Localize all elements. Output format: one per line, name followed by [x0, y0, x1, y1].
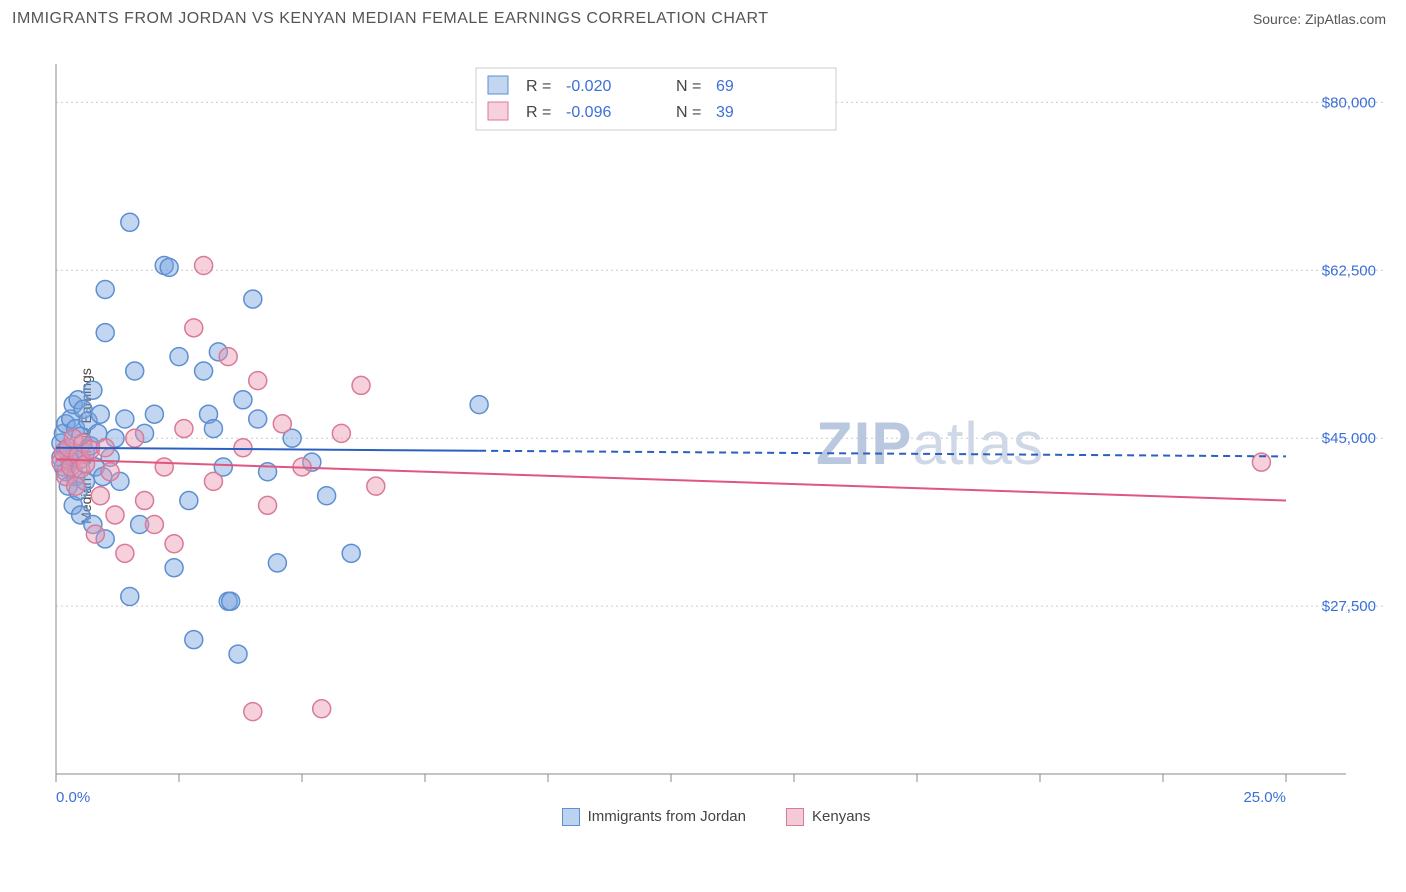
scatter-point	[244, 703, 262, 721]
scatter-point	[229, 645, 247, 663]
legend-swatch	[786, 808, 804, 826]
scatter-point	[249, 372, 267, 390]
scatter-point	[244, 290, 262, 308]
plot-area: ZIPatlas R = -0.020 N = 69 R = -0.096 N = 39 $2…	[46, 44, 1386, 834]
watermark: ZIPatlas	[816, 410, 1044, 477]
scatter-point	[165, 559, 183, 577]
svg-text:N =: N =	[676, 104, 701, 121]
svg-text:69: 69	[716, 78, 734, 95]
scatter-point	[116, 410, 134, 428]
legend-item: Kenyans	[786, 808, 870, 826]
scatter-point	[121, 588, 139, 606]
scatter-point	[313, 700, 331, 718]
source-attribution: Source: ZipAtlas.com	[1253, 11, 1386, 27]
scatter-point	[195, 256, 213, 274]
scatter-point	[185, 319, 203, 337]
scatter-chart: ZIPatlas R = -0.020 N = 69 R = -0.096 N = 39 $2…	[46, 44, 1386, 834]
scatter-point	[67, 477, 85, 495]
svg-text:$45,000: $45,000	[1322, 430, 1376, 447]
svg-text:N =: N =	[676, 78, 701, 95]
scatter-point	[145, 516, 163, 534]
scatter-point	[116, 544, 134, 562]
legend-label: Kenyans	[812, 808, 870, 825]
legend-item: Immigrants from Jordan	[562, 808, 746, 826]
scatter-point	[91, 487, 109, 505]
scatter-point	[234, 439, 252, 457]
svg-text:$27,500: $27,500	[1322, 598, 1376, 615]
scatter-point	[180, 492, 198, 510]
scatter-point	[352, 376, 370, 394]
scatter-point	[268, 554, 286, 572]
scatter-point	[273, 415, 291, 433]
scatter-point	[175, 420, 193, 438]
legend-swatch	[562, 808, 580, 826]
scatter-point	[96, 324, 114, 342]
svg-text:25.0%: 25.0%	[1243, 789, 1286, 806]
scatter-point	[204, 472, 222, 490]
scatter-point	[165, 535, 183, 553]
scatter-point	[101, 463, 119, 481]
scatter-point	[91, 405, 109, 423]
svg-text:-0.020: -0.020	[566, 78, 611, 95]
legend-label: Immigrants from Jordan	[588, 808, 746, 825]
scatter-point	[86, 525, 104, 543]
svg-text:$80,000: $80,000	[1322, 94, 1376, 111]
scatter-point	[160, 258, 178, 276]
svg-text:R =: R =	[526, 104, 551, 121]
title-bar: IMMIGRANTS FROM JORDAN VS KENYAN MEDIAN …	[0, 0, 1406, 32]
source-name: ZipAtlas.com	[1305, 11, 1386, 27]
chart-title: IMMIGRANTS FROM JORDAN VS KENYAN MEDIAN …	[12, 10, 769, 28]
scatter-point	[96, 280, 114, 298]
legend-bottom: Immigrants from Jordan Kenyans	[46, 808, 1386, 826]
scatter-point	[126, 362, 144, 380]
regression-line	[56, 459, 1286, 500]
scatter-point	[170, 348, 188, 366]
scatter-point	[318, 487, 336, 505]
scatter-point	[145, 405, 163, 423]
scatter-point	[84, 381, 102, 399]
svg-text:0.0%: 0.0%	[56, 789, 90, 806]
scatter-point	[249, 410, 267, 428]
scatter-point	[185, 631, 203, 649]
scatter-point	[136, 492, 154, 510]
scatter-point	[234, 391, 252, 409]
scatter-point	[204, 420, 222, 438]
scatter-point	[219, 348, 237, 366]
scatter-point	[222, 592, 240, 610]
scatter-point	[121, 213, 139, 231]
scatter-point	[126, 429, 144, 447]
scatter-point	[155, 458, 173, 476]
scatter-point	[195, 362, 213, 380]
scatter-point	[367, 477, 385, 495]
svg-text:-0.096: -0.096	[566, 104, 611, 121]
svg-text:39: 39	[716, 104, 734, 121]
source-label: Source:	[1253, 11, 1301, 27]
svg-text:$62,500: $62,500	[1322, 262, 1376, 279]
scatter-point	[259, 496, 277, 514]
scatter-point	[470, 396, 488, 414]
scatter-point	[106, 506, 124, 524]
regression-line	[56, 448, 479, 451]
svg-text:R =: R =	[526, 78, 551, 95]
scatter-point	[332, 424, 350, 442]
scatter-point	[342, 544, 360, 562]
